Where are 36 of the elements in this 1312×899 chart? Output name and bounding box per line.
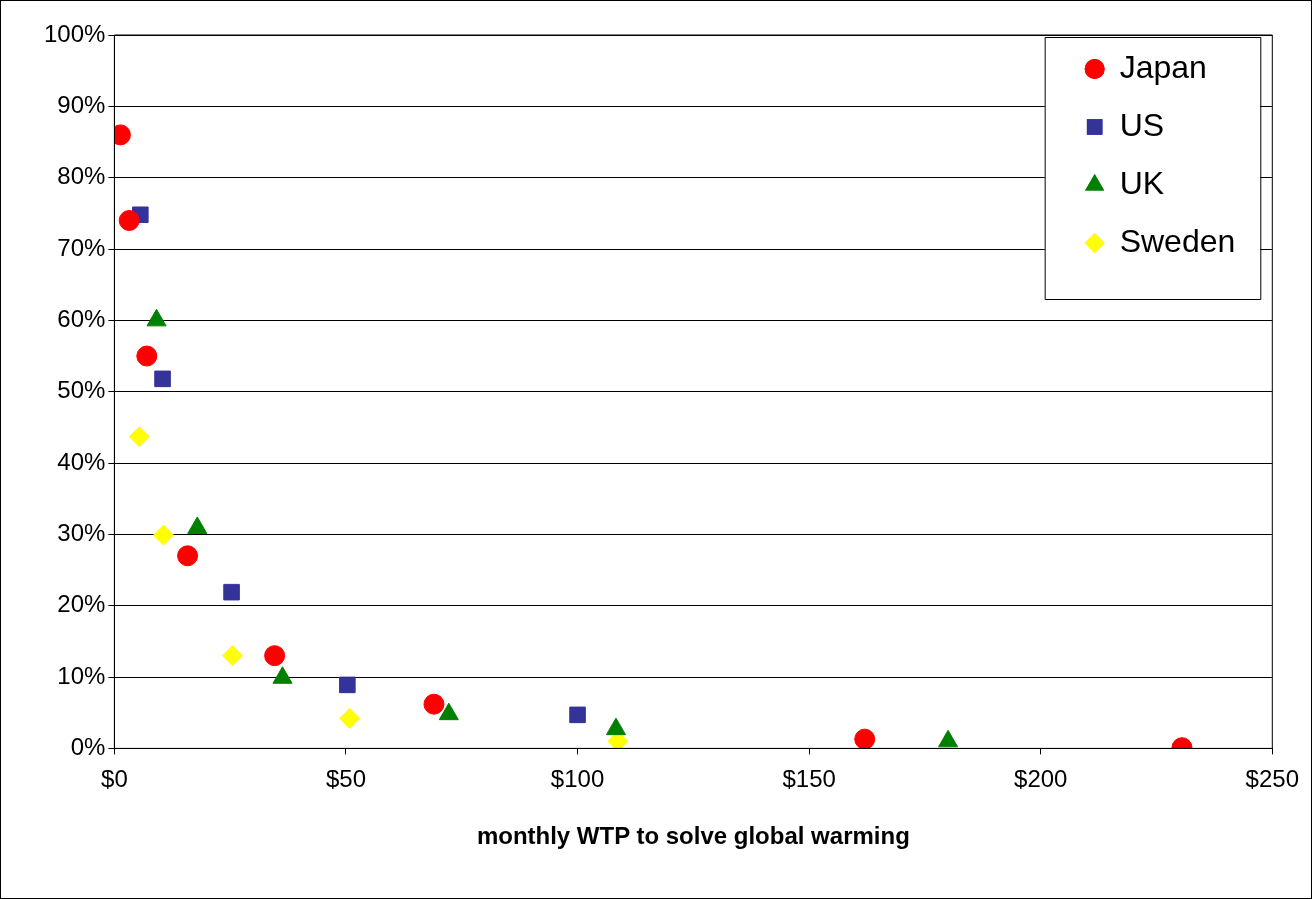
point bbox=[423, 693, 445, 715]
y-tick-label: 50% bbox=[57, 376, 106, 404]
point bbox=[339, 707, 361, 729]
y-tick-label: 70% bbox=[57, 233, 106, 261]
y-tick-label: 0% bbox=[70, 733, 106, 761]
y-tick-label: 80% bbox=[57, 162, 106, 190]
legend-label: Sweden bbox=[1119, 222, 1236, 259]
y-tick-label: 90% bbox=[57, 90, 106, 118]
point bbox=[136, 345, 158, 367]
point bbox=[339, 676, 356, 694]
x-tick-label: $150 bbox=[782, 765, 836, 793]
y-tick-label: 100% bbox=[43, 19, 106, 47]
x-tick-label: $100 bbox=[550, 765, 605, 793]
x-tick-label: $200 bbox=[1014, 765, 1068, 793]
point bbox=[154, 370, 171, 388]
point bbox=[854, 728, 876, 749]
x-tick-label: $50 bbox=[325, 765, 366, 793]
x-tick-label: $250 bbox=[1245, 765, 1299, 793]
y-tick-label: 10% bbox=[57, 661, 106, 689]
point bbox=[152, 524, 174, 546]
y-tick-label: 60% bbox=[57, 304, 106, 332]
point bbox=[177, 545, 199, 567]
y-tick-label: 20% bbox=[57, 590, 106, 618]
x-tick-label: $0 bbox=[101, 765, 128, 793]
point bbox=[221, 645, 243, 667]
x-axis-title: monthly WTP to solve global warming bbox=[476, 822, 910, 850]
point bbox=[223, 583, 240, 601]
legend-label: US bbox=[1119, 106, 1165, 143]
y-tick-label: 40% bbox=[57, 447, 106, 475]
legend-label: UK bbox=[1119, 164, 1165, 201]
point bbox=[128, 426, 150, 448]
point bbox=[264, 645, 286, 667]
point bbox=[118, 209, 140, 231]
point bbox=[569, 706, 586, 724]
y-tick-label: 30% bbox=[57, 519, 106, 547]
legend-label: Japan bbox=[1119, 48, 1207, 85]
